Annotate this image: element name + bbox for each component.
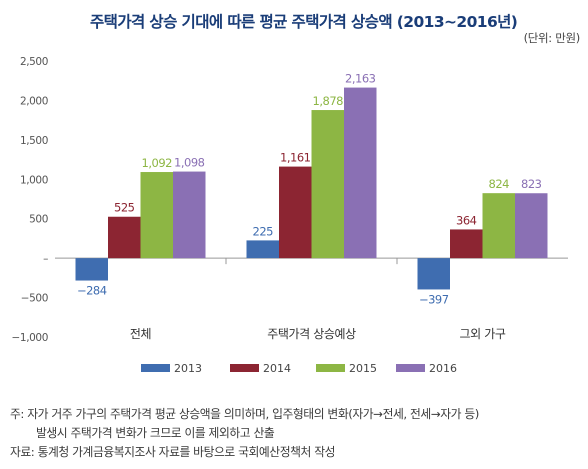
- data-label-2015: 824: [489, 177, 510, 191]
- data-label-2013: 225: [253, 224, 274, 238]
- legend-label-2015: 2015: [349, 362, 377, 375]
- bar-2015: [311, 110, 344, 259]
- footnote-note-continued: 발생시 주택가격 변화가 크므로 이를 제외하고 산출: [36, 426, 275, 440]
- legend-label-2013: 2013: [174, 362, 202, 375]
- legend-label-2014: 2014: [263, 362, 291, 375]
- y-tick-label: −500: [21, 293, 48, 305]
- legend-label-2016: 2016: [429, 362, 457, 375]
- unit-label: (단위: 만원): [523, 31, 581, 45]
- bar-2016: [515, 193, 548, 259]
- data-label-2015: 1,878: [313, 94, 344, 108]
- bar-2016: [344, 87, 377, 259]
- bar-2014: [450, 229, 483, 259]
- bar-2013: [246, 240, 279, 259]
- category-label: 주택가격 상승예상: [267, 327, 356, 341]
- bar-2015: [140, 172, 173, 259]
- footnote-source: 자료: 통계청 가계금융복지조사 자료를 바탕으로 국회예산정책처 작성: [10, 445, 336, 459]
- y-tick-label: –: [43, 253, 48, 265]
- bar-2016: [173, 171, 206, 259]
- data-label-2013: −284: [77, 284, 107, 298]
- data-label-2016: 823: [521, 177, 542, 191]
- y-tick-label: 2,000: [20, 95, 48, 107]
- footnote-note: 주: 자가 거주 가구의 주택가격 평균 상승액을 의미하며, 입주형태의 변화…: [10, 407, 479, 421]
- bar-2014: [279, 166, 312, 259]
- y-tick-label: 500: [29, 214, 48, 226]
- data-label-2016: 2,163: [345, 72, 376, 86]
- data-label-2014: 1,161: [280, 151, 311, 165]
- y-tick-label: −1,000: [12, 332, 48, 344]
- bar-2013: [75, 258, 108, 281]
- legend-swatch-2013: [141, 364, 170, 372]
- category-label: 그외 가구: [460, 327, 506, 341]
- legend-swatch-2014: [230, 364, 259, 372]
- data-label-2016: 1,098: [174, 156, 205, 170]
- footnotes: 주: 자가 거주 가구의 주택가격 평균 상승액을 의미하며, 입주형태의 변화…: [10, 405, 585, 462]
- data-label-2015: 1,092: [142, 156, 173, 170]
- bar-2015: [482, 193, 515, 259]
- bar-2014: [108, 216, 141, 259]
- data-label-2013: −397: [419, 292, 449, 306]
- data-label-2014: 525: [114, 201, 135, 215]
- y-tick-label: 2,500: [20, 56, 48, 68]
- y-tick-label: 1,000: [20, 174, 48, 186]
- chart-title: 주택가격 상승 기대에 따른 평균 주택가격 상승액 (2013~2016년): [90, 13, 518, 31]
- data-label-2014: 364: [456, 213, 477, 227]
- bar-chart: 2,500 2,000 1,500 1,000 500 – −500 −1,000 −284 52…: [12, 56, 568, 375]
- category-label: 전체: [130, 327, 151, 341]
- legend-swatch-2016: [396, 364, 425, 372]
- bar-2013: [417, 258, 450, 290]
- legend-swatch-2015: [316, 364, 345, 372]
- y-tick-label: 1,500: [20, 135, 48, 147]
